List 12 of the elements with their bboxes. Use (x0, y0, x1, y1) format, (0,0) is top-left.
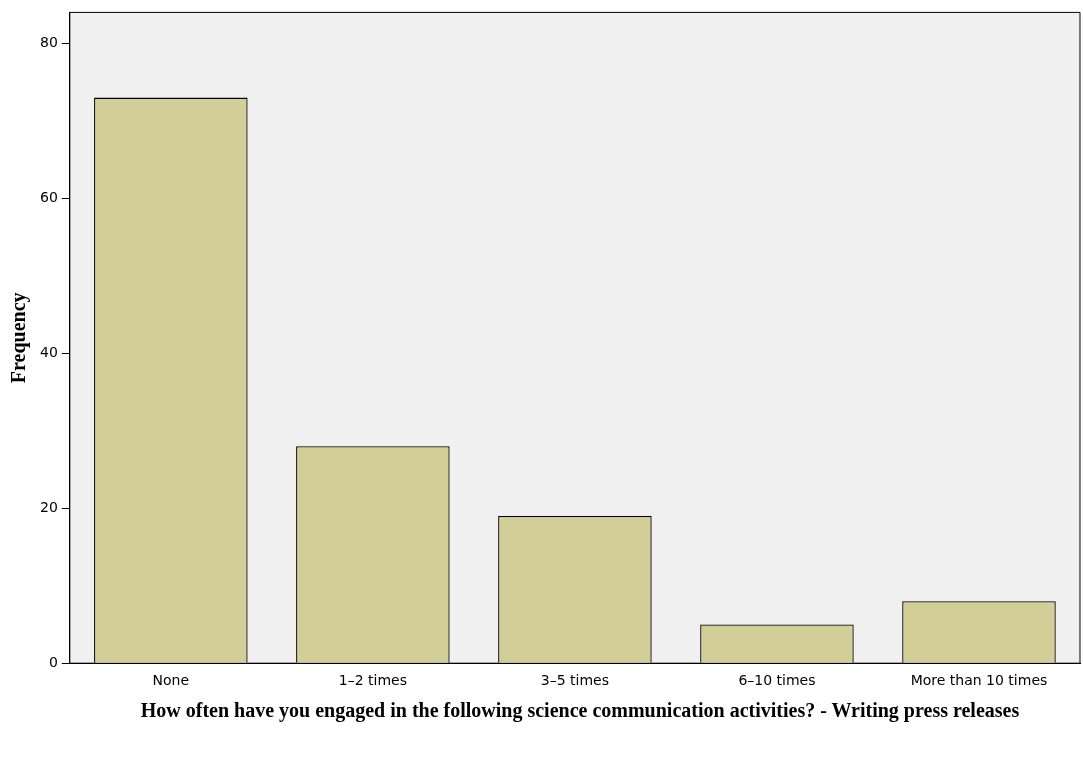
x-tick-label: None (152, 672, 190, 689)
x-tick-label: More than 10 times (910, 672, 1048, 689)
x-tick-label: 6–10 times (738, 672, 816, 689)
y-tick-label: 40 (39, 343, 58, 360)
y-tick-label: 0 (48, 653, 58, 670)
y-axis-title: Frequency (7, 292, 31, 384)
y-tick-label: 80 (39, 34, 58, 51)
x-tick-label: 1–2 times (338, 672, 407, 689)
y-tick-label: 60 (39, 188, 58, 205)
x-axis-title: How often have you engaged in the following science communication activities? - Writing press releases (139, 699, 1021, 721)
x-tick-label: 3–5 times (540, 672, 610, 689)
y-tick-label: 20 (39, 498, 58, 515)
